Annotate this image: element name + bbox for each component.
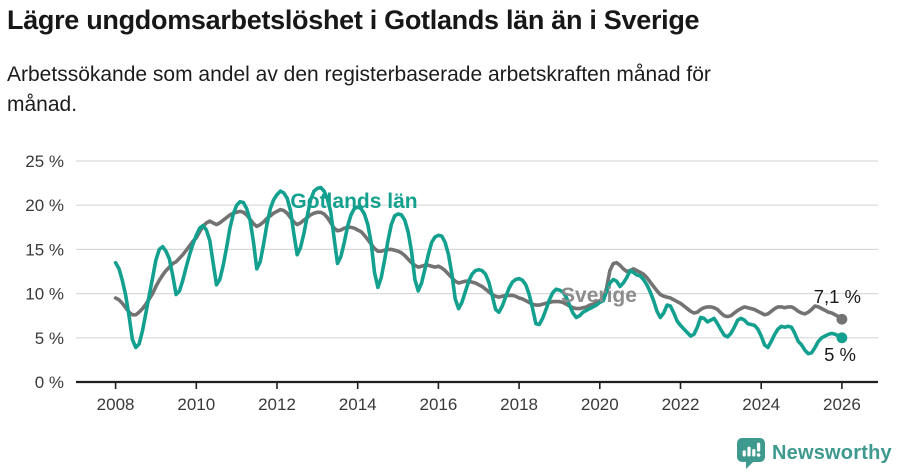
x-axis-tick-label: 2026 (823, 395, 861, 414)
x-axis-tick-label: 2008 (97, 395, 135, 414)
y-axis-tick-label: 25 % (25, 152, 64, 171)
x-axis-tick-label: 2022 (662, 395, 700, 414)
series-end-dot-gotland (836, 332, 848, 344)
x-axis-tick-label: 2016 (419, 395, 457, 414)
newsworthy-logo-icon (737, 437, 765, 469)
y-axis-tick-label: 15 % (25, 240, 64, 259)
series-label-gotland: Gotlands län (290, 190, 417, 213)
x-axis-tick-label: 2018 (500, 395, 538, 414)
series-end-dot-sverige (836, 313, 848, 325)
y-axis-tick-label: 5 % (35, 329, 64, 348)
y-axis-tick-label: 0 % (35, 373, 64, 392)
y-axis-tick-label: 10 % (25, 285, 64, 304)
end-value-label-gotland: 5 % (824, 344, 856, 365)
chart-subtitle: Arbetssökande som andel av den registerb… (7, 63, 711, 116)
series-line-gotland (113, 185, 844, 356)
brand-name: Newsworthy (772, 441, 892, 464)
y-axis-tick-label: 20 % (25, 196, 64, 215)
x-axis-tick-label: 2014 (339, 395, 377, 414)
end-value-label-sverige: 7,1 % (814, 286, 861, 307)
chart-title: Lägre ungdomsarbetslöshet i Gotlands län… (7, 5, 700, 35)
x-axis-tick-label: 2020 (581, 395, 619, 414)
series-label-sverige: Sverige (561, 284, 637, 307)
brand-footer: Newsworthy (737, 437, 892, 469)
series-line-sverige (113, 207, 844, 322)
x-axis-tick-label: 2024 (742, 395, 780, 414)
x-axis-tick-label: 2010 (177, 395, 215, 414)
x-axis-tick-label: 2012 (258, 395, 296, 414)
